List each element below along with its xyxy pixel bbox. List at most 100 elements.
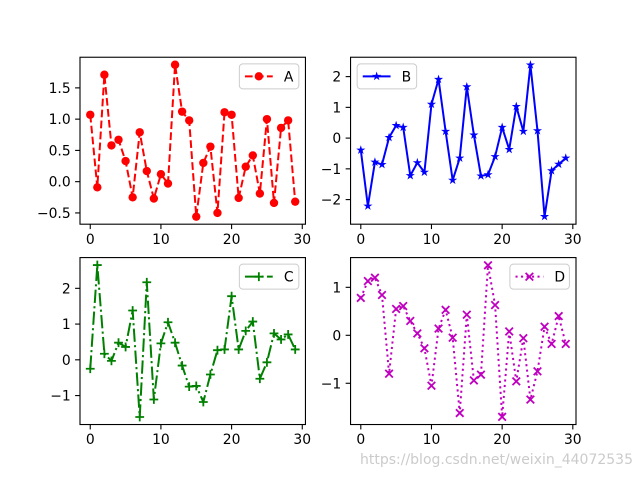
subplot-c-marker — [135, 412, 145, 422]
subplot-d-marker — [476, 370, 486, 380]
subplot-d-marker — [518, 333, 528, 343]
subplot-d-marker — [363, 276, 373, 286]
subplot-d-marker — [405, 316, 415, 326]
subplot-a-marker — [86, 110, 95, 119]
subplot-d: 0 10 20 30 −1 0 1 D — [321, 257, 582, 448]
subplot-d-marker — [384, 369, 394, 379]
subplot-c-ytick-label: 2 — [62, 281, 71, 297]
subplot-d-marker — [511, 376, 521, 386]
subplot-a-marker — [192, 212, 201, 221]
subplot-b-marker — [356, 145, 366, 154]
subplot-b-ytick-label: 1 — [332, 100, 341, 116]
subplot-b-marker — [525, 60, 535, 69]
subplot-b-marker — [547, 165, 557, 175]
subplot-c: 0 10 20 30 −1 0 1 2 C — [50, 257, 311, 448]
subplot-d-marker — [370, 273, 380, 283]
subplot-a-marker — [248, 151, 257, 160]
subplot-a-marker — [149, 194, 159, 203]
subplot-a-ticks: 0 10 20 30 −0.5 0.0 0.5 1.0 1.5 — [37, 81, 311, 248]
subplot-d-xtick-label: 10 — [423, 432, 441, 448]
subplot-d-marker — [427, 381, 436, 391]
subplot-d-marker — [412, 328, 422, 338]
subplot-c-marker — [248, 317, 258, 326]
subplot-c-marker — [142, 277, 152, 287]
subplot-d-marker — [455, 408, 465, 418]
subplot-b-ytick-label: 2 — [332, 70, 341, 86]
subplot-b-ytick-label: 0 — [332, 131, 341, 147]
subplot-c-marker — [198, 397, 208, 407]
subplot-d-xtick-label: 0 — [356, 432, 365, 448]
subplot-b-marker — [370, 157, 380, 166]
subplot-a-marker — [142, 166, 151, 176]
subplot-b-legend-marker — [372, 71, 382, 81]
subplot-c-marker — [276, 335, 286, 344]
subplot-c-ticks: 0 10 20 30 −1 0 1 2 — [50, 281, 311, 448]
subplot-c-legend-marker — [254, 272, 264, 282]
subplot-d-ytick-label: 0 — [332, 328, 341, 344]
subplot-b-marker — [433, 74, 444, 84]
subplot-a-marker — [177, 107, 187, 116]
subplot-a-marker — [269, 198, 279, 208]
subplot-d-marker — [391, 304, 401, 314]
subplot-c-xtick-label: 0 — [86, 432, 95, 448]
subplot-c-marker — [121, 342, 130, 352]
subplot-a-ytick-label: 0.5 — [49, 143, 71, 159]
subplot-c-marker — [220, 345, 229, 354]
subplot-a-ytick-label: 0.0 — [49, 175, 71, 191]
subplot-a-marker — [262, 114, 272, 124]
subplot-d-marker — [419, 343, 429, 353]
subplot-c-marker — [227, 291, 236, 301]
subplot-a-ytick-label: −0.5 — [37, 206, 71, 222]
subplot-b-marker — [448, 175, 458, 185]
subplot-c-xtick-label: 20 — [223, 432, 241, 448]
subplot-d-xtick-label: 30 — [564, 432, 582, 448]
subplot-c-marker — [107, 356, 116, 366]
subplot-a-marker — [227, 110, 236, 119]
subplot-d-marker — [504, 327, 514, 336]
subplot-a-marker — [255, 189, 265, 198]
subplot-c-marker — [156, 338, 166, 348]
subplot-a-legend-marker — [254, 72, 264, 81]
subplot-d-markers — [356, 260, 571, 422]
subplot-d-legend-label: D — [554, 270, 565, 286]
subplot-c-marker — [205, 370, 215, 379]
subplot-a-marker — [135, 128, 144, 137]
subplot-a-marker — [276, 123, 286, 133]
subplot-b-marker — [462, 81, 472, 91]
subplot-d-marker — [398, 301, 408, 311]
subplot-c-marker — [290, 345, 300, 354]
subplot-b-marker — [419, 167, 429, 177]
subplot-b-legend: B — [356, 63, 418, 90]
subplot-b-marker — [398, 122, 408, 132]
subplot-a-marker — [199, 158, 208, 168]
subplot-d-marker — [525, 395, 535, 405]
subplot-a-marker — [241, 162, 250, 171]
subplot-b-ytick-label: −1 — [321, 162, 341, 178]
subplot-c-marker — [85, 364, 95, 374]
watermark-text: https://blog.csdn.net/weixin_44072535 — [359, 451, 633, 468]
subplot-a-xtick-label: 30 — [293, 232, 311, 248]
subplot-d-marker — [547, 339, 557, 349]
subplot-d-legend-frame — [509, 263, 570, 290]
subplot-b-marker — [405, 170, 415, 180]
subplot-a-marker — [170, 60, 180, 69]
subplot-d-line — [359, 264, 567, 418]
subplot-a-legend-label: A — [284, 69, 294, 85]
subplot-b-marker — [483, 169, 493, 179]
subplot-c-markers — [85, 260, 300, 422]
subplot-a-ytick-label: 1.0 — [49, 112, 71, 128]
subplot-b-marker — [539, 211, 550, 221]
subplot-b-marker — [561, 153, 571, 162]
subplot-b-marker — [532, 125, 543, 135]
subplot-a-marker — [291, 197, 300, 206]
subplot-c-marker — [191, 381, 201, 391]
subplot-c-marker — [114, 338, 123, 348]
subplot-d-marker — [533, 366, 542, 376]
subplot-c-marker — [149, 395, 159, 404]
subplot-c-marker — [269, 328, 279, 338]
subplot-b-xtick-label: 30 — [564, 232, 582, 248]
subplot-d-legend: D — [509, 263, 570, 290]
subplot-a-markers — [86, 60, 300, 221]
subplot-a-xtick-label: 0 — [86, 232, 95, 248]
subplot-c-xtick-label: 10 — [152, 432, 170, 448]
